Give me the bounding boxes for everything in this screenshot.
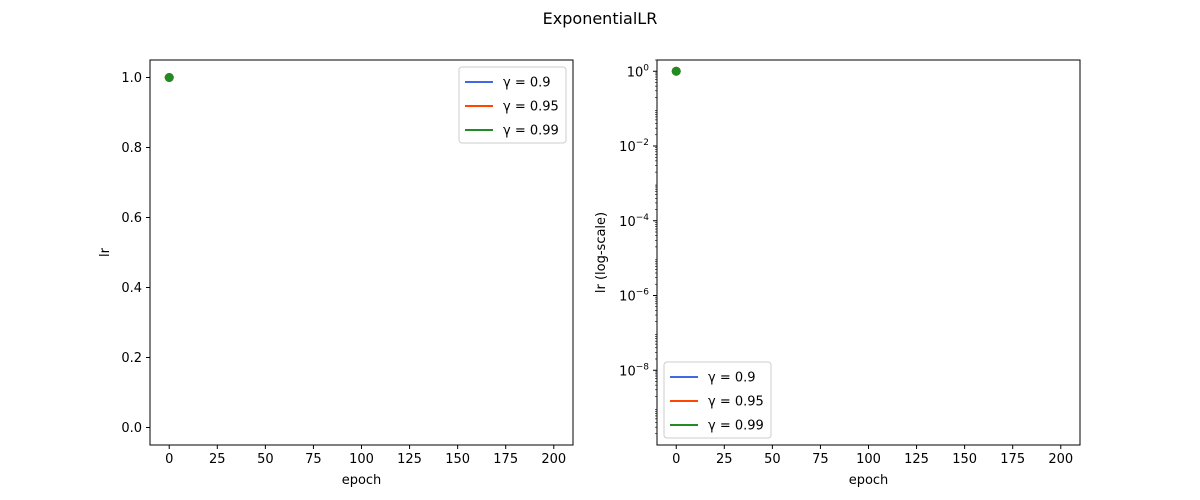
data-point <box>671 66 681 76</box>
legend-entry: γ = 0.9 <box>708 371 756 386</box>
x-tick-label: 175 <box>493 452 518 467</box>
x-tick-label: 25 <box>716 452 733 467</box>
legend-entry: γ = 0.99 <box>708 419 764 434</box>
y-tick-label-exponent: −4 <box>636 213 650 223</box>
figure-title: ExponentialLR <box>543 9 658 28</box>
y-tick-label: 100 <box>627 63 650 80</box>
x-tick-label: 200 <box>541 452 566 467</box>
legend-box <box>663 361 772 439</box>
y-tick-label: 0.2 <box>121 351 142 366</box>
y-tick-label: 10−8 <box>619 362 649 379</box>
y-tick-label: 10−6 <box>619 288 649 305</box>
y-tick-label-base: 10 <box>627 65 644 80</box>
y-tick-label: 10−2 <box>619 138 649 155</box>
x-tick-label: 100 <box>349 452 374 467</box>
x-tick-label: 150 <box>952 452 977 467</box>
x-tick-label: 25 <box>209 452 226 467</box>
legend-entry: γ = 0.95 <box>503 100 559 115</box>
legend: γ = 0.9 γ = 0.95 γ = 0.99 <box>663 361 772 439</box>
legend: γ = 0.9 γ = 0.95 γ = 0.99 <box>458 66 567 144</box>
x-tick-label: 150 <box>445 452 470 467</box>
x-tick-label: 0 <box>165 452 173 467</box>
x-tick-label: 125 <box>904 452 929 467</box>
x-tick-label: 125 <box>397 452 422 467</box>
legend-entry: γ = 0.99 <box>503 124 559 139</box>
y-axis-label: lr <box>98 247 113 257</box>
x-tick-label: 50 <box>257 452 274 467</box>
y-tick-label-base: 10 <box>619 290 636 305</box>
y-tick-label: 0.4 <box>121 281 142 296</box>
x-axis-label: epoch <box>342 473 382 488</box>
x-tick-label: 175 <box>1000 452 1025 467</box>
y-tick-label: 0.6 <box>121 211 142 226</box>
y-tick-label-exponent: −6 <box>636 288 650 298</box>
legend-entry: γ = 0.95 <box>708 395 764 410</box>
x-tick-label: 75 <box>305 452 322 467</box>
y-tick-label-exponent: 0 <box>643 63 649 73</box>
legend-box <box>458 66 567 144</box>
y-tick-label-exponent: −2 <box>636 138 649 148</box>
x-axis-label: epoch <box>849 473 889 488</box>
y-tick-label-exponent: −8 <box>636 362 650 372</box>
y-axis-label: lr (log-scale) <box>594 212 609 293</box>
y-tick-label: 1.0 <box>121 71 142 86</box>
x-tick-label: 100 <box>856 452 881 467</box>
y-tick-label: 0.0 <box>121 421 142 436</box>
x-tick-label: 50 <box>764 452 781 467</box>
y-tick-label-base: 10 <box>619 140 636 155</box>
data-point <box>164 73 174 82</box>
y-tick-label: 10−4 <box>619 213 649 230</box>
x-tick-label: 75 <box>812 452 829 467</box>
plot-log: 0 25 50 75 100 125 150 175 20010010−210−410−610−… <box>594 59 1081 488</box>
x-tick-label: 200 <box>1048 452 1073 467</box>
plot-linear: 0 25 50 75 100 125 150 175 200 0.0 0.2 0.4 0.6 0.8 1.0… <box>98 59 574 488</box>
y-tick-label: 0.8 <box>121 141 142 156</box>
y-tick-label-base: 10 <box>619 215 636 230</box>
legend-entry: γ = 0.9 <box>503 76 551 91</box>
y-tick-label-base: 10 <box>619 364 636 379</box>
x-tick-label: 0 <box>672 452 680 467</box>
